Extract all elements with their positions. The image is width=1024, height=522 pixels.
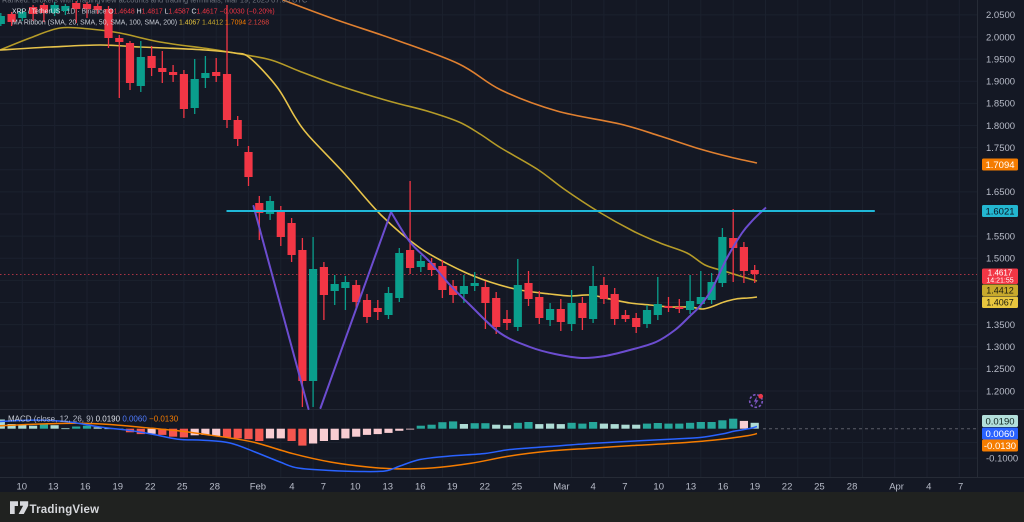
svg-text:7: 7	[622, 482, 627, 493]
svg-text:13: 13	[48, 482, 59, 493]
svg-text:1.9500: 1.9500	[986, 54, 1015, 65]
svg-text:25: 25	[814, 482, 825, 493]
svg-text:1.6500: 1.6500	[986, 187, 1015, 198]
svg-text:TradingView: TradingView	[30, 504, 100, 516]
svg-text:22: 22	[782, 482, 793, 493]
svg-text:Ranked: Brokers with TradingVi: Ranked: Brokers with TradingView account…	[2, 0, 308, 5]
svg-text:7: 7	[321, 482, 326, 493]
svg-text:1.6021: 1.6021	[985, 206, 1014, 217]
svg-text:10: 10	[653, 482, 664, 493]
svg-text:16: 16	[415, 482, 426, 493]
svg-text:1.3000: 1.3000	[986, 342, 1015, 353]
svg-text:1.2500: 1.2500	[986, 364, 1015, 375]
svg-text:-0.1000: -0.1000	[986, 453, 1018, 464]
svg-text:28: 28	[847, 482, 858, 493]
svg-text:19: 19	[113, 482, 124, 493]
svg-text:4: 4	[926, 482, 931, 493]
svg-text:13: 13	[686, 482, 697, 493]
svg-text:22: 22	[480, 482, 491, 493]
svg-text:Mar: Mar	[553, 482, 569, 493]
svg-text:25: 25	[512, 482, 523, 493]
svg-text:19: 19	[750, 482, 761, 493]
svg-text:10: 10	[350, 482, 361, 493]
svg-text:1.4412: 1.4412	[986, 286, 1014, 296]
svg-text:1.3500: 1.3500	[986, 320, 1015, 331]
svg-text:7: 7	[958, 482, 963, 493]
svg-text:Apr: Apr	[889, 482, 904, 493]
svg-text:1.5500: 1.5500	[986, 231, 1015, 242]
svg-text:1.4067: 1.4067	[986, 298, 1014, 308]
svg-text:4: 4	[289, 482, 294, 493]
svg-text:25: 25	[177, 482, 188, 493]
svg-text:0.0060: 0.0060	[985, 429, 1014, 440]
svg-text:1.5000: 1.5000	[986, 254, 1015, 265]
svg-text:1.8000: 1.8000	[986, 121, 1015, 132]
svg-text:10: 10	[17, 482, 28, 493]
svg-text:19: 19	[447, 482, 458, 493]
svg-text:4: 4	[590, 482, 595, 493]
svg-text:MA Ribbon (SMA, 20, SMA, 50, S: MA Ribbon (SMA, 20, SMA, 50, SMA, 100, S…	[12, 19, 269, 26]
svg-text:-0.0130: -0.0130	[984, 441, 1016, 452]
svg-text:1.8500: 1.8500	[986, 99, 1015, 110]
svg-text:22: 22	[145, 482, 156, 493]
svg-text:2.0500: 2.0500	[986, 10, 1015, 21]
svg-text:1.4617: 1.4617	[988, 268, 1013, 277]
svg-text:0.0190: 0.0190	[985, 416, 1014, 427]
svg-text:16: 16	[718, 482, 729, 493]
svg-text:1.2000: 1.2000	[986, 386, 1015, 397]
svg-text:2.0000: 2.0000	[986, 32, 1015, 43]
svg-text:Feb: Feb	[250, 482, 266, 493]
svg-text:13: 13	[383, 482, 394, 493]
svg-text:14:21:55: 14:21:55	[986, 278, 1013, 285]
svg-text:1.7500: 1.7500	[986, 143, 1015, 154]
svg-text:28: 28	[209, 482, 220, 493]
svg-text:XRP / TetherUS · 1D · Binance: XRP / TetherUS · 1D · Binance O1.4648 H1…	[12, 8, 275, 15]
svg-text:16: 16	[80, 482, 91, 493]
svg-text:MACD (close, 12, 26, 9) 0.019: MACD (close, 12, 26, 9) 0.0190 0.0060 −0…	[8, 414, 179, 423]
svg-text:1.9000: 1.9000	[986, 77, 1015, 88]
svg-text:1.7094: 1.7094	[985, 160, 1014, 171]
